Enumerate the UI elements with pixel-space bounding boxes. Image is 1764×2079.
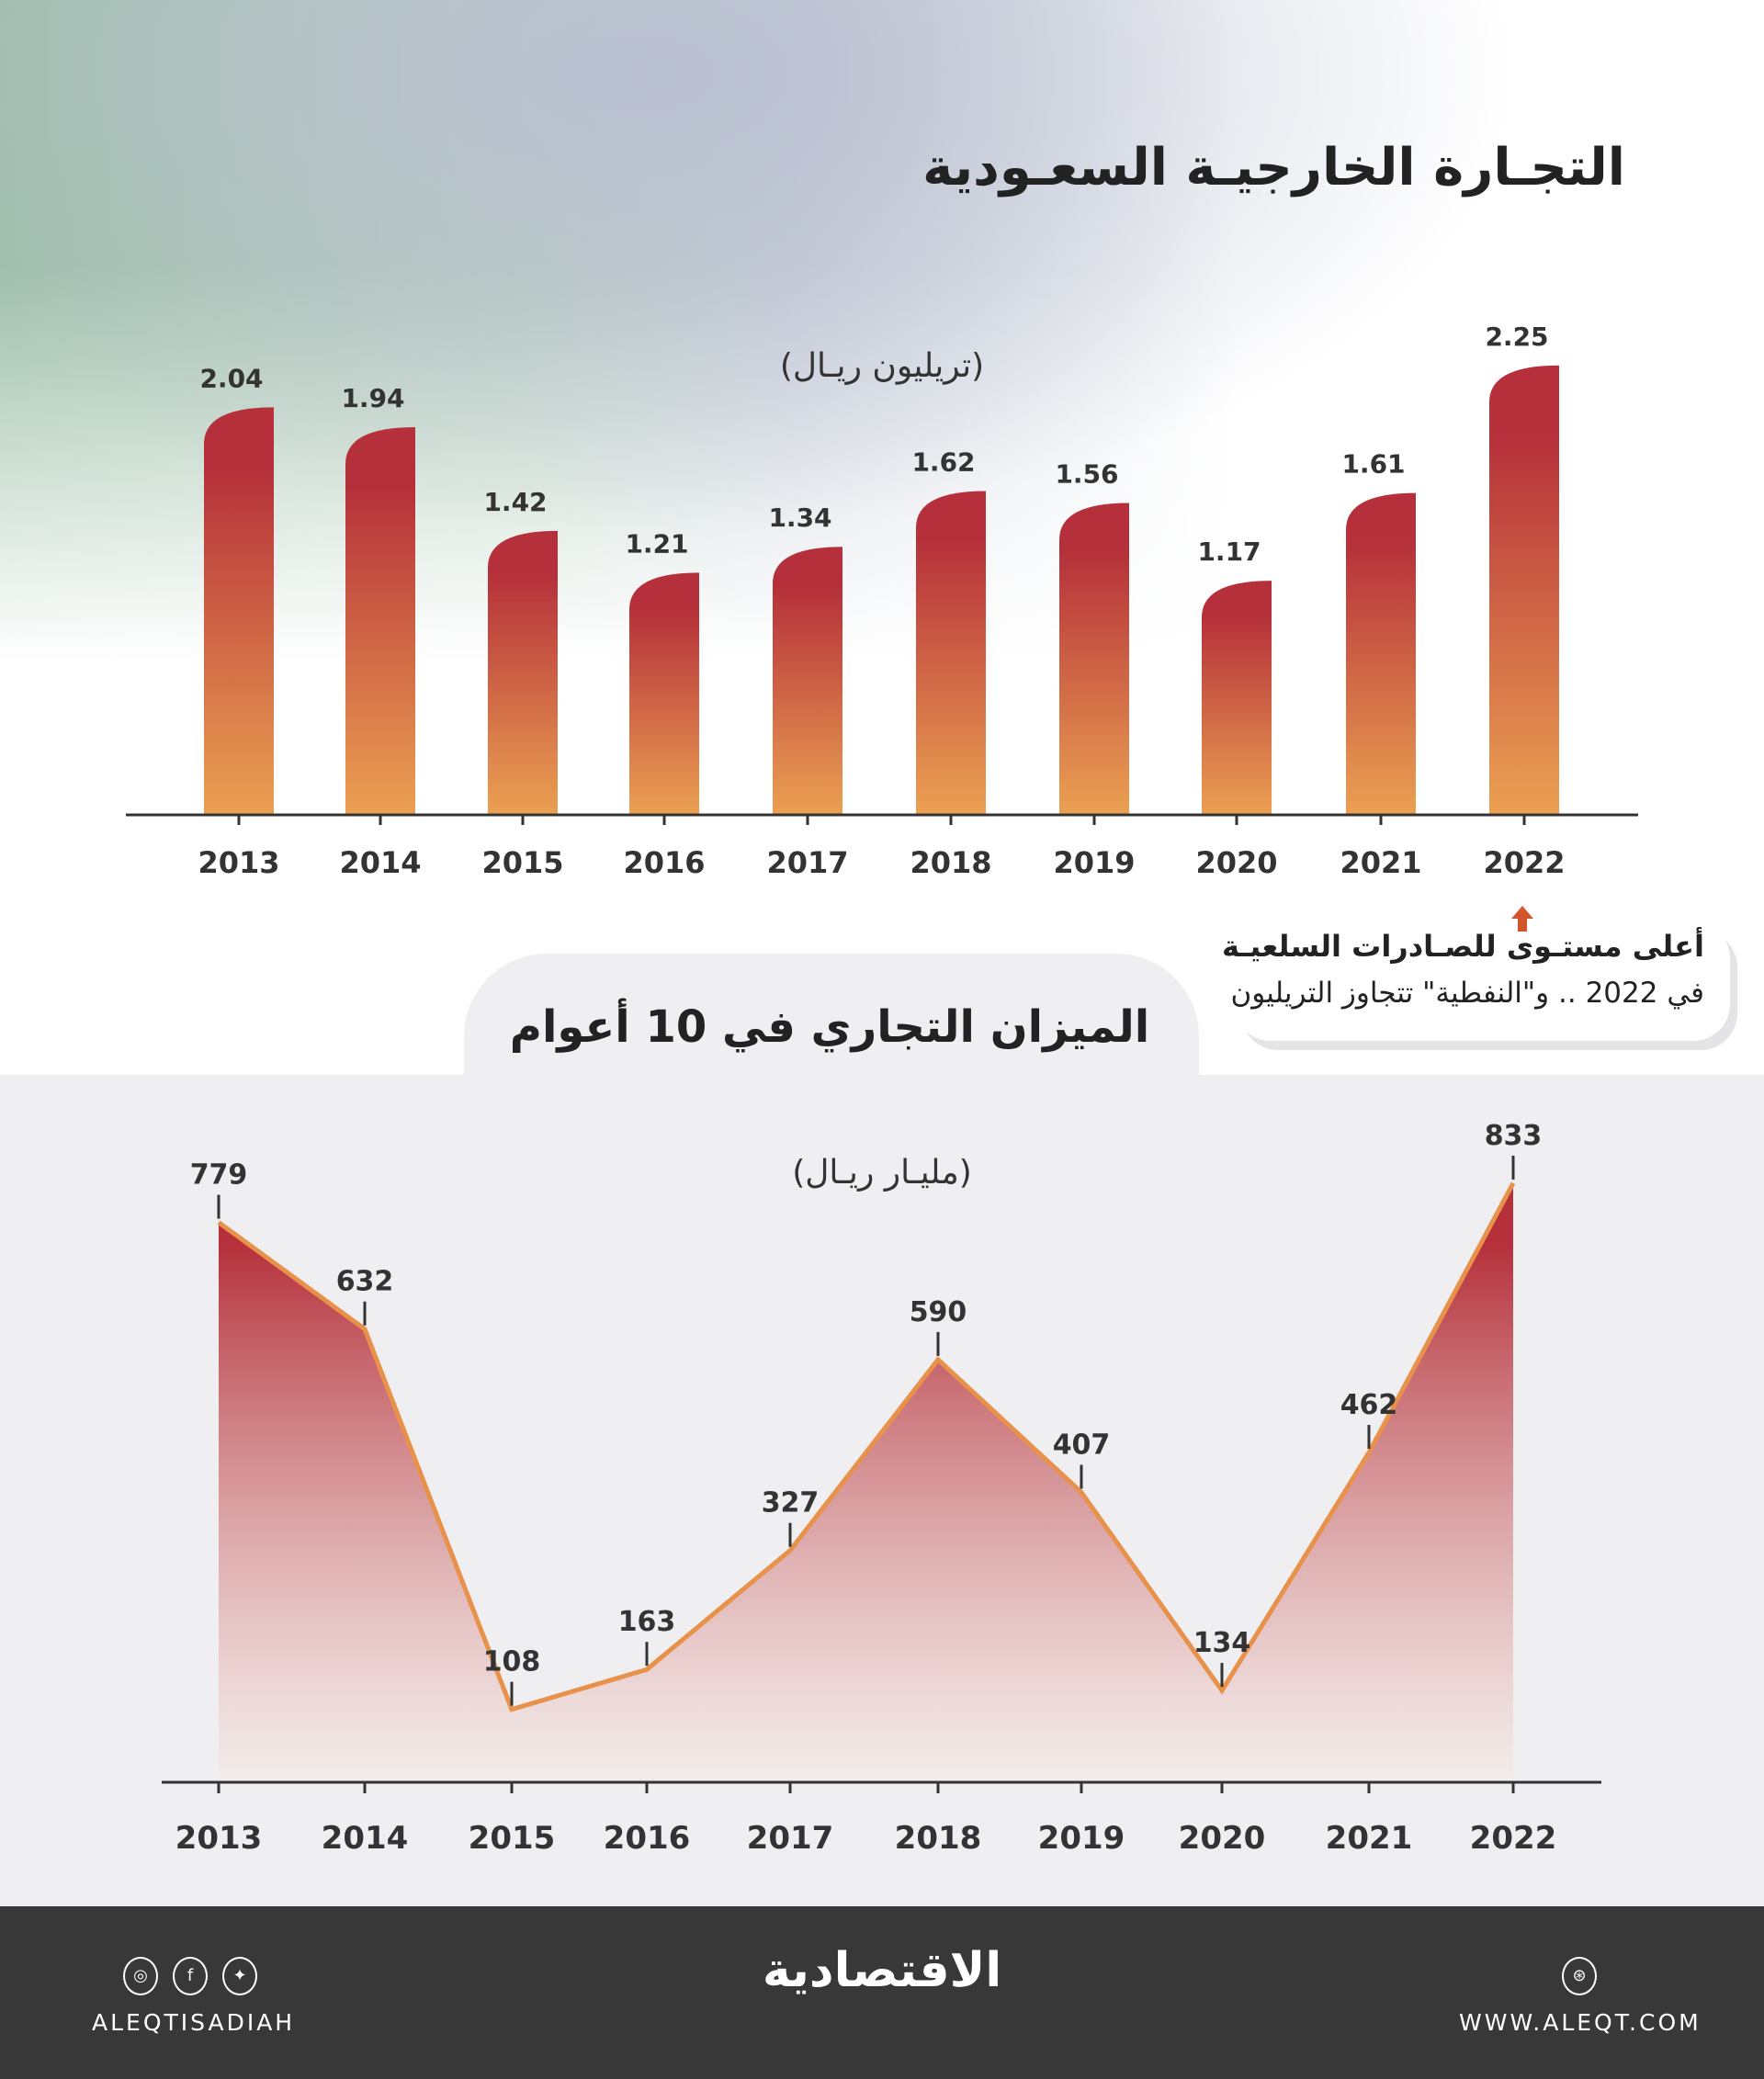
bar-value-label: 2.25 — [1485, 322, 1548, 352]
x-tick-label: 2017 — [747, 1820, 834, 1857]
bar-2019 — [1059, 503, 1129, 814]
bar-2013 — [204, 407, 274, 814]
bar-value-label: 1.56 — [1055, 458, 1118, 489]
x-tick-label: 2014 — [339, 845, 421, 880]
x-tick-label: 2016 — [623, 845, 705, 880]
globe-icon[interactable]: ⊛ — [1562, 1957, 1597, 1995]
facebook-icon[interactable]: f — [173, 1957, 208, 1995]
point-value-label: 779 — [190, 1159, 248, 1192]
website-link[interactable]: WWW.ALEQT.COM — [1459, 2009, 1702, 2036]
point-value-label: 134 — [1193, 1627, 1251, 1659]
area-fill — [219, 1182, 1513, 1782]
balance-panel-tab — [464, 954, 1199, 1082]
point-value-label: 407 — [1053, 1429, 1111, 1461]
bar-value-label: 1.17 — [1197, 537, 1261, 567]
up-arrow-icon — [1511, 906, 1533, 932]
point-value-label: 632 — [336, 1266, 394, 1298]
x-tick-label: 2022 — [1483, 845, 1565, 880]
x-tick-label: 2020 — [1195, 845, 1277, 880]
bar-value-label: 2.04 — [199, 363, 263, 393]
bar-2016 — [629, 572, 699, 814]
bar-2021 — [1346, 492, 1416, 814]
bar-value-label: 1.94 — [341, 383, 404, 413]
x-tick-label: 2018 — [895, 1820, 982, 1857]
bar-value-label: 1.62 — [911, 446, 975, 477]
bar-chart-subtitle: (تريليون ريـال) — [779, 347, 985, 385]
point-value-label: 590 — [910, 1296, 967, 1328]
balance-title: الميزان التجاري في 10 أعوام — [509, 1001, 1150, 1053]
bar-2022 — [1489, 365, 1559, 814]
point-value-label: 163 — [618, 1606, 676, 1638]
bar-value-label: 1.34 — [768, 503, 831, 533]
logo: الاقتصادية — [762, 1943, 1002, 1998]
x-tick-label: 2019 — [1038, 1820, 1125, 1857]
instagram-icon[interactable]: ◎ — [123, 1957, 158, 1995]
point-value-label: 108 — [483, 1646, 541, 1678]
x-tick-label: 2019 — [1053, 845, 1135, 880]
area-line — [217, 1181, 1516, 1712]
point-value-label: 462 — [1340, 1389, 1398, 1421]
x-tick-label: 2016 — [604, 1820, 691, 1857]
bar-2015 — [488, 530, 558, 814]
x-tick-label: 2020 — [1179, 1820, 1266, 1857]
bar-2018 — [916, 491, 986, 814]
point-value-label: 327 — [762, 1487, 820, 1520]
x-tick-label: 2014 — [322, 1820, 409, 1857]
x-tick-label: 2015 — [481, 845, 563, 880]
callout-line-2: في 2022 .. و"النفطية" تتجاوز التريليون — [1230, 977, 1704, 1010]
bar-value-label: 1.42 — [483, 487, 547, 517]
sky-overlay — [0, 0, 1764, 661]
bar-value-label: 1.21 — [625, 528, 688, 559]
x-tick-label: 2018 — [910, 845, 991, 880]
footer: ◎ f ✦ ALEQTISADIAH الاقتصادية ⊛ WWW.ALEQ… — [0, 1906, 1764, 2079]
twitter-icon[interactable]: ✦ — [222, 1957, 257, 1995]
bar-2017 — [773, 547, 842, 814]
bar-2014 — [345, 427, 415, 814]
x-tick-label: 2022 — [1470, 1820, 1557, 1857]
bar-value-label: 1.61 — [1341, 449, 1405, 480]
x-tick-label: 2013 — [198, 845, 279, 880]
charts-svg: 2.04 2013 1.94 2014 1.42 2015 1.21 2016 1.34 2017… — [126, 322, 1638, 1857]
callout-box: أعلى مستـوى للصـادرات السلعيـة في 2022 .… — [1222, 921, 1730, 1041]
x-tick-label: 2021 — [1340, 845, 1421, 880]
page-title: التجـارة الخارجيـة السعـودية — [922, 138, 1625, 198]
x-tick-label: 2013 — [175, 1820, 263, 1857]
callout-line-1: أعلى مستـوى للصـادرات السلعيـة — [1221, 929, 1704, 964]
bar-2020 — [1202, 581, 1272, 814]
social-handle[interactable]: ALEQTISADIAH — [92, 2009, 296, 2036]
x-tick-label: 2015 — [469, 1820, 556, 1857]
area-chart-subtitle: (مليـار ريـال) — [792, 1154, 972, 1192]
point-value-label: 833 — [1485, 1120, 1543, 1152]
x-tick-label: 2017 — [766, 845, 848, 880]
x-tick-label: 2021 — [1326, 1820, 1413, 1857]
